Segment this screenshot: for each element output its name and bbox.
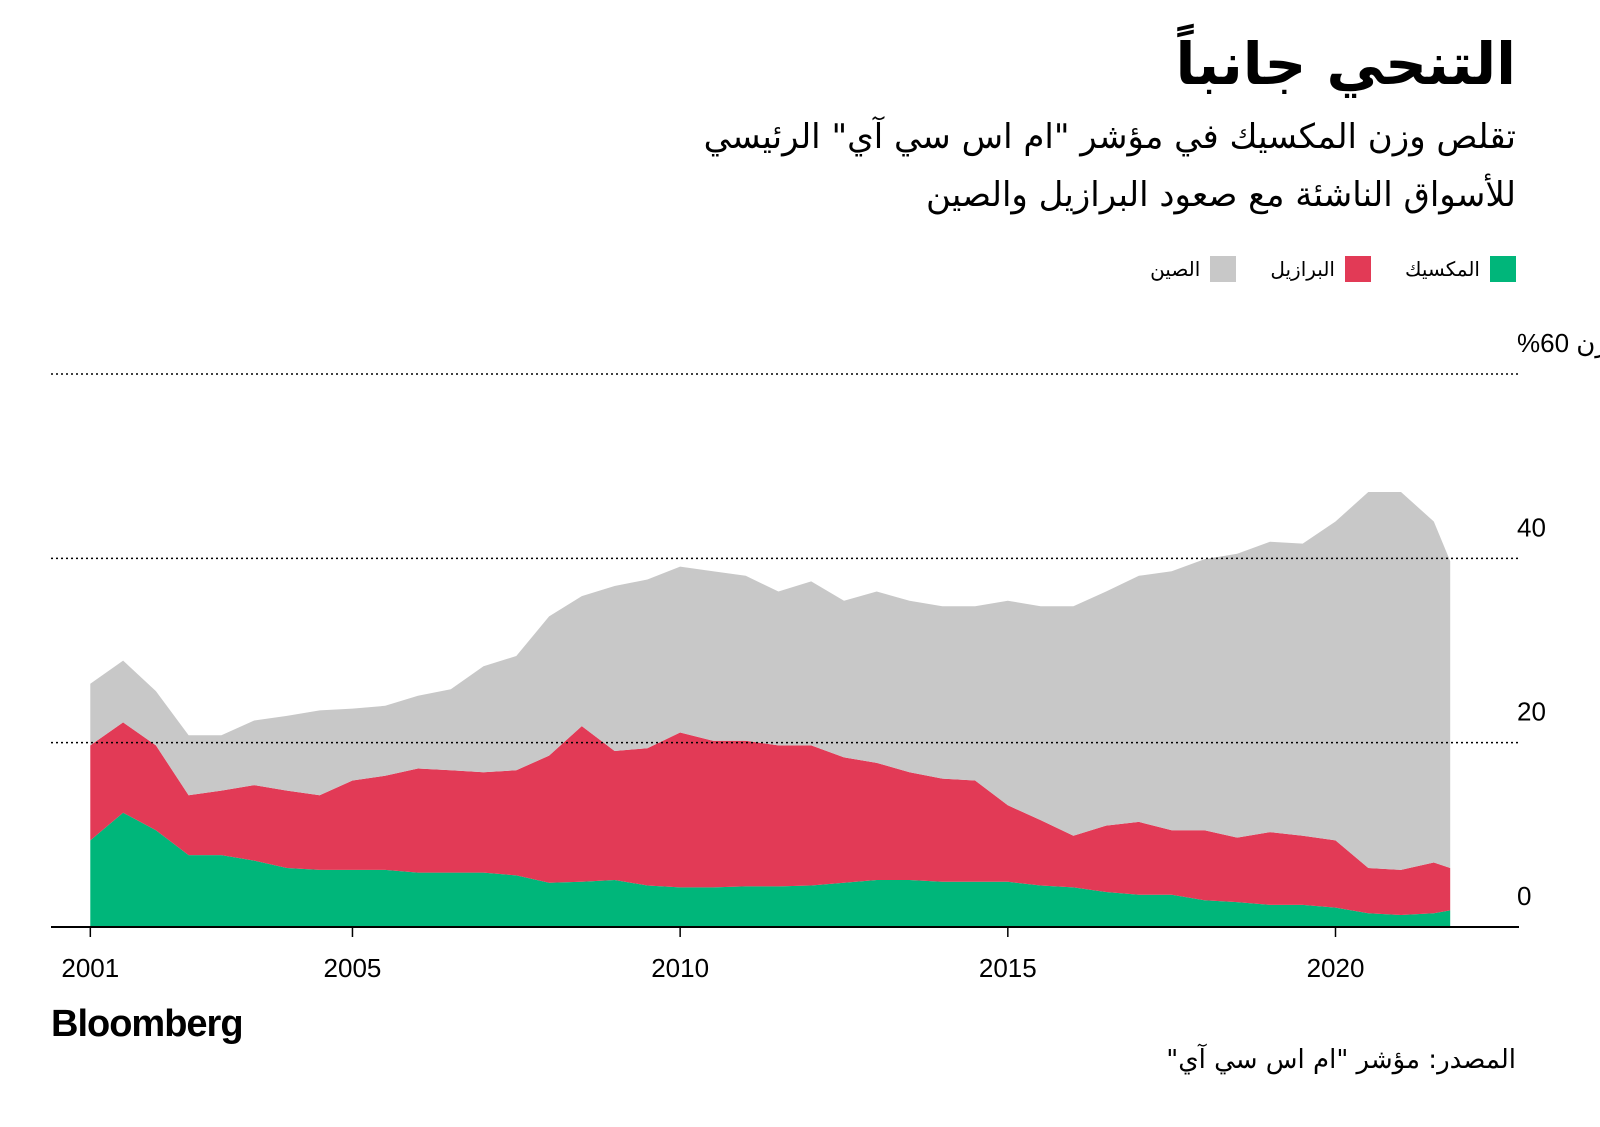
chart-title: التنحي جانباً xyxy=(1175,30,1517,98)
legend-swatch xyxy=(1210,256,1237,282)
area xyxy=(90,722,1451,915)
x-tick-label: 2015 xyxy=(979,953,1037,983)
y-tick-label: وزن 60% xyxy=(1517,328,1600,359)
area xyxy=(90,492,1451,870)
area xyxy=(90,812,1451,927)
legend-label: البرازيل xyxy=(1270,257,1335,281)
x-tick-label: 2005 xyxy=(324,953,382,983)
legend-item: البرازيل xyxy=(1270,256,1371,282)
legend-label: المكسيك xyxy=(1405,257,1480,281)
brand: Bloomberg xyxy=(51,1003,244,1045)
x-tick-label: 2020 xyxy=(1307,953,1365,983)
source: المصدر: مؤشر "ام اس سي آي" xyxy=(1166,1045,1516,1075)
y-tick-label: 20 xyxy=(1517,697,1546,727)
legend-item: الصين xyxy=(1150,256,1237,282)
legend: المكسيك البرازيل الصين xyxy=(1150,256,1516,282)
legend-swatch xyxy=(1345,256,1371,282)
y-tick-label: 40 xyxy=(1517,512,1546,542)
legend-swatch xyxy=(1490,256,1516,282)
chart-subtitle: تقلص وزن المكسيك في مؤشر "ام اس سي آي" ا… xyxy=(703,117,1516,215)
x-tick-label: 2010 xyxy=(651,953,709,983)
x-tick-label: 2001 xyxy=(61,953,119,983)
legend-item: المكسيك xyxy=(1405,256,1516,282)
y-tick-label: 0 xyxy=(1517,881,1531,911)
legend-label: الصين xyxy=(1150,257,1201,281)
